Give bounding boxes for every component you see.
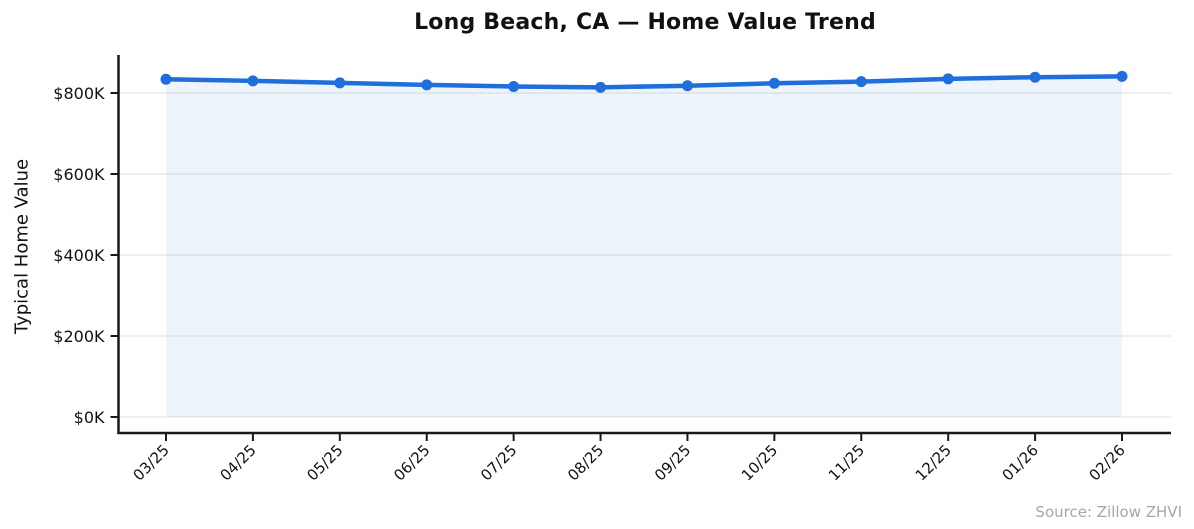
- x-tick-label: 09/25: [651, 441, 694, 484]
- data-point: [334, 77, 346, 89]
- data-point: [942, 73, 954, 85]
- x-tick-label: 02/26: [1086, 441, 1129, 484]
- area-fill: [166, 76, 1122, 418]
- data-point: [768, 77, 780, 89]
- x-tick-label: 10/25: [738, 441, 781, 484]
- x-tick-label: 03/25: [130, 441, 173, 484]
- x-tick-label: 07/25: [477, 441, 520, 484]
- y-tick-label: $400K: [53, 246, 105, 265]
- data-point: [160, 73, 172, 85]
- x-tick-label: 05/25: [303, 441, 346, 484]
- trend-line: [163, 74, 1125, 90]
- x-tick-label: 04/25: [216, 441, 259, 484]
- y-tick-label: $200K: [53, 327, 105, 346]
- data-point: [855, 76, 867, 88]
- source-caption: Source: Zillow ZHVI: [1035, 503, 1182, 521]
- data-point: [681, 80, 693, 92]
- x-tick-label: 11/25: [825, 441, 868, 484]
- x-tick-label: 06/25: [390, 441, 433, 484]
- data-point: [421, 79, 433, 91]
- y-tick-label: $0K: [74, 408, 105, 427]
- y-tick-label: $600K: [53, 165, 105, 184]
- x-tick-label: 08/25: [564, 441, 607, 484]
- y-tick-label: $800K: [53, 84, 105, 103]
- data-point: [595, 81, 607, 93]
- chart-title: Long Beach, CA — Home Value Trend: [414, 10, 876, 35]
- x-tick-label: 12/25: [912, 441, 955, 484]
- data-point: [508, 81, 520, 93]
- data-point: [1116, 70, 1128, 82]
- data-point: [247, 75, 259, 87]
- x-tick-label: 01/26: [999, 441, 1042, 484]
- data-point: [1029, 71, 1041, 83]
